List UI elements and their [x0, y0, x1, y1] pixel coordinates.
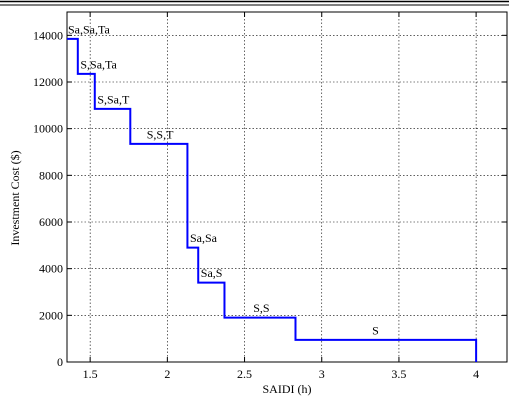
step-annotation: S [372, 323, 379, 337]
plot-frame [66, 11, 508, 363]
x-tick-label: 2 [164, 367, 170, 381]
y-tick-label: 14000 [33, 28, 63, 42]
grid [67, 12, 507, 363]
y-tick-labels: 0 2000 4000 6000 8000 10000 12000 14000 [33, 28, 63, 369]
y-tick-label: 6000 [39, 215, 63, 229]
y-axis-label: Investment Cost ($) [8, 150, 22, 245]
step-annotation: Sa,Sa [190, 231, 218, 245]
step-annotation: S,Sa,Ta [80, 57, 117, 71]
step-annotation: Sa,S [201, 266, 223, 280]
x-tick-label: 2.5 [237, 367, 252, 381]
step-annotation: Sa,Sa,Ta [68, 22, 110, 36]
x-tick-label: 4 [473, 367, 479, 381]
x-axis-label: SAIDI (h) [263, 382, 312, 396]
y-tick-label: 4000 [39, 262, 63, 276]
step-annotation: S,S,T [147, 127, 174, 141]
x-tick-labels: 1.5 2 2.5 3 3.5 4 [83, 367, 479, 381]
y-tick-label: 8000 [39, 168, 63, 182]
step-annotation: S,S [253, 301, 269, 315]
x-tick-label: 3.5 [391, 367, 406, 381]
x-tick-label: 3 [319, 367, 325, 381]
series-line [67, 37, 478, 362]
y-tick-label: 0 [57, 355, 63, 369]
step-annotation: S,Sa,T [97, 92, 130, 106]
x-tick-label: 1.5 [83, 367, 98, 381]
y-tick-label: 12000 [33, 75, 63, 89]
y-tick-label: 10000 [33, 122, 63, 136]
ticks [67, 12, 507, 363]
annotations: Sa,Sa,Ta S,Sa,Ta S,Sa,T S,S,T Sa,Sa Sa,S S,S S [68, 22, 379, 337]
y-tick-label: 2000 [39, 308, 63, 322]
